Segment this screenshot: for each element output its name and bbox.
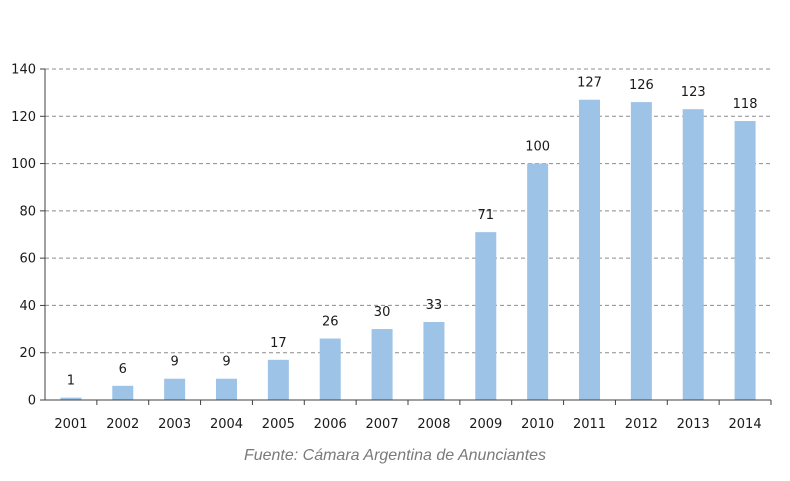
y-tick-label: 140 xyxy=(11,63,36,78)
data-label-2003: 9 xyxy=(171,355,179,370)
y-tick-label: 0 xyxy=(28,394,36,409)
data-label-2007: 30 xyxy=(374,305,391,320)
bar-2012 xyxy=(630,102,652,400)
x-tick-label-2009: 2009 xyxy=(469,417,502,432)
y-tick-label: 120 xyxy=(11,110,36,125)
data-label-2006: 26 xyxy=(322,315,339,330)
x-tick-label-2012: 2012 xyxy=(625,417,658,432)
data-label-2010: 100 xyxy=(525,140,550,155)
x-tick-label-2008: 2008 xyxy=(417,417,450,432)
data-label-2008: 33 xyxy=(426,298,443,313)
bar-2002 xyxy=(112,385,134,400)
y-tick-label: 80 xyxy=(19,204,36,219)
x-tick-label-2004: 2004 xyxy=(210,417,243,432)
data-label-2004: 9 xyxy=(222,355,230,370)
x-tick-label-2014: 2014 xyxy=(729,417,762,432)
y-tick-label: 100 xyxy=(11,157,36,172)
x-tick-label-2011: 2011 xyxy=(573,417,606,432)
bar-2007 xyxy=(371,329,393,400)
x-axis-tick-labels: 2001 2002 2003 2004 2005 2006 2007 2008 2009 2010… xyxy=(54,417,761,432)
x-tick-label-2001: 2001 xyxy=(54,417,87,432)
bar-2013 xyxy=(682,109,704,400)
bar-2001 xyxy=(60,397,82,400)
x-tick-label-2007: 2007 xyxy=(366,417,399,432)
y-tick-label: 60 xyxy=(19,252,36,267)
data-label-2014: 118 xyxy=(733,97,758,112)
bar-2011 xyxy=(579,99,600,400)
x-tick-label-2005: 2005 xyxy=(262,417,295,432)
bar-2009 xyxy=(475,232,497,400)
data-label-2009: 71 xyxy=(478,208,495,223)
gridlines xyxy=(45,68,771,354)
x-tick-label-2002: 2002 xyxy=(106,417,139,432)
x-tick-label-2010: 2010 xyxy=(521,417,554,432)
x-tick-label-2013: 2013 xyxy=(677,417,710,432)
data-label-2002: 6 xyxy=(119,362,127,377)
data-label-2001: 1 xyxy=(67,374,75,389)
data-label-2013: 123 xyxy=(681,85,706,100)
x-tick-label-2006: 2006 xyxy=(314,417,347,432)
y-axis-tick-labels: 0 20 40 60 80 100 120 140 xyxy=(11,63,36,409)
data-labels: 1 6 9 9 17 26 30 33 71 100 127 126 123 118 xyxy=(67,76,758,389)
bar-2014 xyxy=(734,121,756,400)
x-tick-label-2003: 2003 xyxy=(158,417,191,432)
source-note: Fuente: Cámara Argentina de Anunciantes xyxy=(243,447,547,464)
y-tick-label: 40 xyxy=(19,299,36,314)
data-label-2011: 127 xyxy=(577,76,602,91)
axes xyxy=(40,68,772,405)
data-label-2012: 126 xyxy=(629,78,654,93)
bar-2005 xyxy=(267,359,289,400)
bar-2004 xyxy=(216,378,237,400)
bars xyxy=(60,99,756,400)
data-label-2005: 17 xyxy=(270,336,287,351)
bar-2008 xyxy=(423,321,445,400)
bar-2010 xyxy=(527,163,549,400)
bar-2003 xyxy=(164,378,186,400)
y-tick-label: 20 xyxy=(19,346,36,361)
bar-2006 xyxy=(319,338,341,400)
